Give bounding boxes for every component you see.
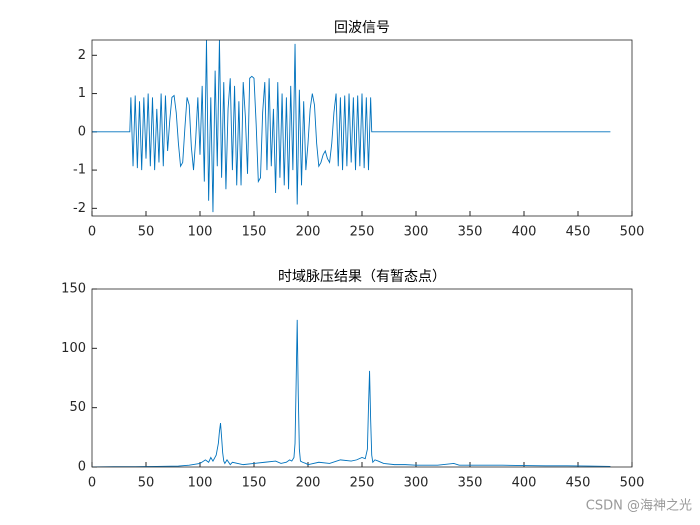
x-tick-label: 0: [88, 225, 96, 240]
y-tick-label: 100: [61, 341, 86, 356]
x-tick-label: 400: [512, 476, 537, 491]
x-tick-label: 350: [458, 476, 483, 491]
y-tick-label: 1: [78, 86, 86, 101]
signal-line: [92, 319, 611, 467]
chart-title: 回波信号: [334, 20, 390, 36]
x-tick-label: 200: [296, 476, 321, 491]
x-tick-label: 500: [620, 476, 645, 491]
x-tick-label: 300: [404, 225, 429, 240]
y-tick-label: 50: [69, 400, 86, 415]
x-tick-label: 150: [242, 476, 267, 491]
x-tick-label: 300: [404, 476, 429, 491]
x-tick-label: 400: [512, 225, 537, 240]
x-tick-label: 250: [350, 225, 375, 240]
signal-line: [92, 40, 611, 213]
x-tick-label: 100: [188, 476, 213, 491]
y-tick-label: 0: [78, 124, 86, 139]
axes-box: [91, 39, 633, 217]
y-tick-label: 150: [61, 282, 86, 297]
x-tick-label: 450: [566, 476, 591, 491]
x-tick-label: 200: [296, 225, 321, 240]
x-tick-label: 50: [138, 225, 155, 240]
y-tick-label: -1: [73, 163, 86, 178]
x-tick-label: 350: [458, 225, 483, 240]
x-tick-label: 450: [566, 225, 591, 240]
x-tick-label: 0: [88, 476, 96, 491]
x-tick-label: 100: [188, 225, 213, 240]
watermark: CSDN @海神之光: [586, 499, 692, 514]
y-tick-label: 2: [78, 48, 86, 63]
x-tick-label: 150: [242, 225, 267, 240]
x-tick-label: 500: [620, 225, 645, 240]
axes-box: [91, 288, 633, 468]
y-tick-label: -2: [73, 201, 86, 216]
x-tick-label: 250: [350, 476, 375, 491]
x-tick-label: 50: [138, 476, 155, 491]
chart-title: 时域脉压结果（有暂态点）: [278, 269, 446, 285]
y-tick-label: 0: [78, 460, 86, 475]
